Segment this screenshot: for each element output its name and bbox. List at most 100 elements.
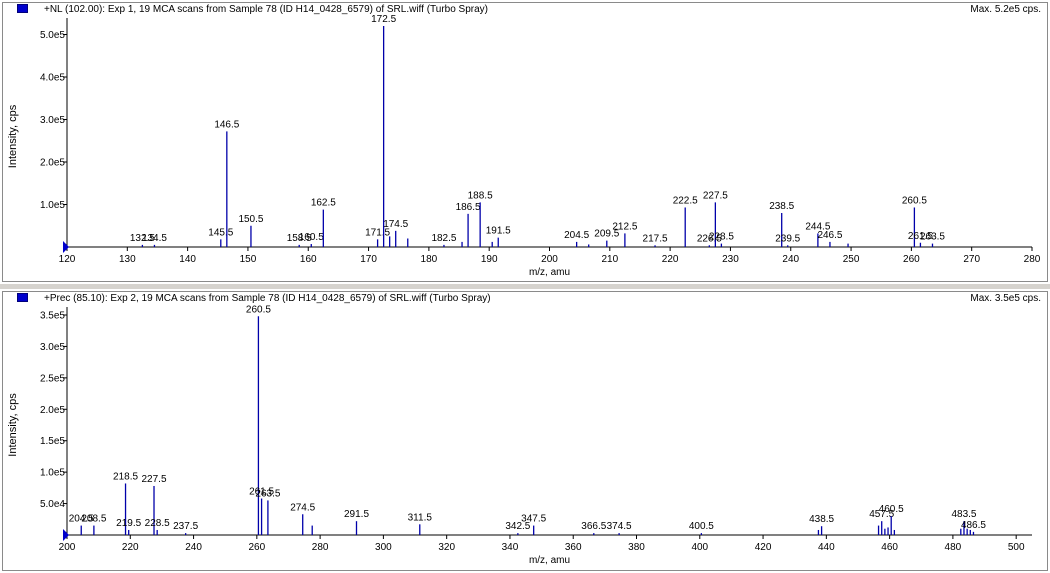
peak-label: 191.5 [486, 226, 511, 237]
peak-label: 160.5 [299, 232, 324, 243]
peak-label: 227.5 [703, 190, 728, 201]
peak-label: 261.5 [249, 487, 274, 498]
x-tick-label: 320 [438, 542, 455, 553]
peak-label: 239.5 [775, 233, 800, 244]
x-tick-label: 300 [375, 542, 392, 553]
axis-origin-marker [63, 529, 69, 541]
peak-label: 246.5 [817, 230, 842, 241]
peak-label: 374.5 [607, 521, 632, 532]
panel-frame [2, 291, 1048, 571]
spectrum-plot[interactable]: 120 130 140 150 160 170 180 190 200 210 220 230 240 2… [0, 0, 1050, 284]
x-tick-label: 180 [421, 254, 438, 265]
max-intensity-label: Max. 5.2e5 cps. [970, 4, 1041, 15]
x-tick-label: 340 [502, 542, 519, 553]
x-tick-label: 360 [565, 542, 582, 553]
y-tick-label: 1.0e5 [40, 468, 65, 479]
max-intensity-label: Max. 3.5e5 cps. [970, 293, 1041, 304]
x-tick-label: 260 [248, 542, 265, 553]
peak-label: 237.5 [173, 521, 198, 532]
peak-label: 174.5 [383, 219, 408, 230]
y-tick-label: 1.5e5 [40, 436, 65, 447]
x-tick-label: 280 [1024, 254, 1041, 265]
y-axis-label: Intensity, cps [7, 393, 19, 457]
peak-label: 226.5 [697, 233, 722, 244]
peak-label: 204.5 [564, 230, 589, 241]
peak-label: 460.5 [879, 504, 904, 515]
x-tick-label: 250 [843, 254, 860, 265]
peak-label: 260.5 [246, 304, 271, 315]
series-marker-icon[interactable] [17, 4, 28, 13]
peak-label: 158.5 [287, 233, 312, 244]
peak-label: 263.5 [255, 488, 280, 499]
peak-label: 134.5 [142, 233, 167, 244]
peak-label: 274.5 [290, 502, 315, 513]
peak-label: 228.5 [709, 232, 734, 243]
peak-label: 347.5 [521, 514, 546, 525]
peak-label: 146.5 [214, 119, 239, 130]
y-tick-label: 4.0e5 [40, 73, 65, 84]
peak-label: 172.5 [371, 14, 396, 25]
peak-label: 483.5 [951, 509, 976, 520]
y-tick-label: 5.0e4 [40, 499, 65, 510]
x-tick-label: 230 [722, 254, 739, 265]
peak-label: 219.5 [116, 518, 141, 529]
peak-label: 218.5 [113, 471, 138, 482]
x-tick-label: 200 [59, 542, 76, 553]
peak-label: 204.5 [69, 514, 94, 525]
peak-label: 212.5 [612, 221, 637, 232]
spectrum-panel-2: +Prec (85.10): Exp 2, 19 MCA scans from … [0, 289, 1050, 573]
x-tick-label: 240 [185, 542, 202, 553]
series-marker-icon[interactable] [17, 293, 28, 302]
x-tick-label: 500 [1008, 542, 1025, 553]
peak-label: 400.5 [689, 521, 714, 532]
y-tick-label: 3.0e5 [40, 115, 65, 126]
x-tick-label: 140 [179, 254, 196, 265]
peak-label: 188.5 [468, 190, 493, 201]
peak-label: 132.5 [130, 233, 155, 244]
panel-title: +Prec (85.10): Exp 2, 19 MCA scans from … [44, 293, 491, 304]
peak-label: 486.5 [961, 520, 986, 531]
peak-label: 291.5 [344, 509, 369, 520]
x-tick-label: 460 [881, 542, 898, 553]
y-tick-label: 2.0e5 [40, 405, 65, 416]
x-tick-label: 220 [662, 254, 679, 265]
x-tick-label: 240 [782, 254, 799, 265]
panel-title: +NL (102.00): Exp 1, 19 MCA scans from S… [44, 4, 489, 15]
x-tick-label: 260 [903, 254, 920, 265]
peak-label: 263.5 [920, 232, 945, 243]
peak-label: 261.5 [908, 231, 933, 242]
x-tick-label: 220 [122, 542, 139, 553]
y-tick-label: 3.5e5 [40, 311, 65, 322]
peak-label: 217.5 [643, 233, 668, 244]
axis-origin-marker [63, 241, 69, 253]
panel-frame [2, 2, 1048, 282]
x-tick-label: 270 [963, 254, 980, 265]
x-tick-label: 170 [360, 254, 377, 265]
x-tick-label: 210 [601, 254, 618, 265]
x-tick-label: 280 [312, 542, 329, 553]
panel-divider[interactable] [0, 284, 1050, 289]
peak-label: 222.5 [673, 195, 698, 206]
peak-label: 208.5 [81, 514, 106, 525]
x-tick-label: 400 [691, 542, 708, 553]
peak-label: 186.5 [456, 202, 481, 213]
y-tick-label: 1.0e5 [40, 200, 65, 211]
peak-label: 227.5 [141, 474, 166, 485]
x-tick-label: 480 [945, 542, 962, 553]
peak-label: 244.5 [805, 221, 830, 232]
y-axis-label: Intensity, cps [7, 104, 19, 168]
y-tick-label: 5.0e5 [40, 30, 65, 41]
y-tick-label: 2.0e5 [40, 158, 65, 169]
peak-label: 209.5 [594, 229, 619, 240]
peak-label: 162.5 [311, 198, 336, 209]
x-tick-label: 150 [240, 254, 257, 265]
x-tick-label: 190 [481, 254, 498, 265]
peak-label: 228.5 [145, 518, 170, 529]
x-tick-label: 440 [818, 542, 835, 553]
peak-label: 171.5 [365, 227, 390, 238]
x-tick-label: 130 [119, 254, 136, 265]
y-tick-label: 2.5e5 [40, 373, 65, 384]
spectrum-plot[interactable]: 200 220 240 260 280 300 320 340 360 380 400 420 440 4… [0, 289, 1050, 573]
peak-label: 260.5 [902, 195, 927, 206]
spectrum-panel-1: +NL (102.00): Exp 1, 19 MCA scans from S… [0, 0, 1050, 284]
